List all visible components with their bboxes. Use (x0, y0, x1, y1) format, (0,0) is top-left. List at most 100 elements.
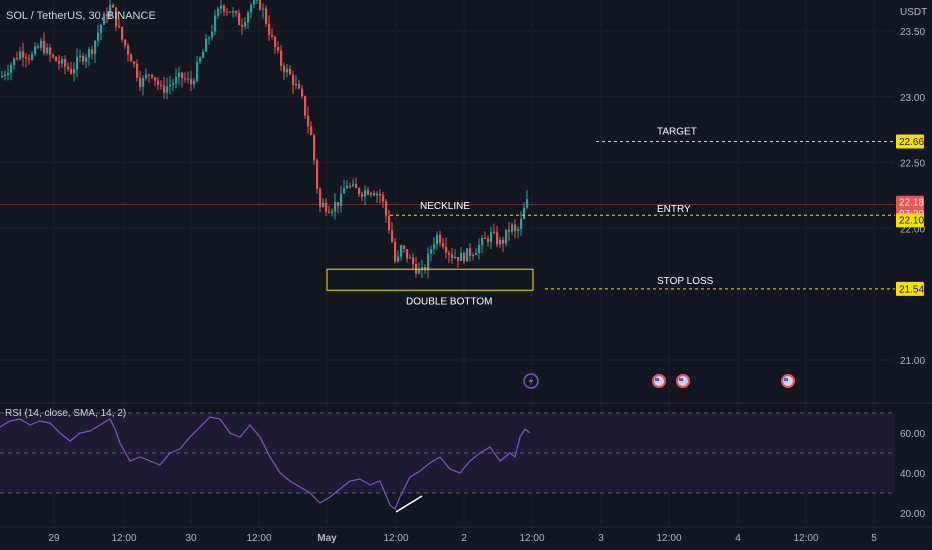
candle-body (61, 59, 64, 64)
candle-body (175, 76, 178, 84)
candle-body (67, 66, 70, 70)
candle-body (40, 40, 43, 48)
candle-body (205, 38, 208, 52)
lightning-event-icon[interactable] (523, 373, 539, 389)
rsi-legend[interactable]: RSI (14, close, SMA, 14, 2) (5, 408, 126, 419)
us-flag-event-icon[interactable] (781, 374, 795, 388)
candle-body (73, 69, 76, 74)
candle-body (277, 47, 280, 51)
stop-loss-price-badge: 21.54 (896, 281, 924, 296)
candle-body (493, 231, 496, 233)
candle-body (34, 46, 37, 54)
divergence-trendline[interactable] (395, 495, 423, 513)
candle-body (403, 245, 406, 250)
candle-body (478, 245, 481, 253)
candle-body (31, 53, 34, 60)
candle-body (352, 184, 355, 187)
candle-body (436, 234, 439, 245)
svg-text:22.10: 22.10 (899, 216, 924, 227)
time-tick-11: 12:00 (793, 533, 818, 544)
candle-body (184, 78, 187, 80)
candle-body (499, 239, 502, 245)
candle-body (115, 7, 118, 27)
candle-body (400, 245, 403, 257)
candle-body (523, 207, 526, 219)
candle-body (94, 40, 97, 54)
candle-body (343, 188, 346, 194)
time-tick-1: 12:00 (111, 533, 136, 544)
time-tick-0: 29 (48, 533, 60, 544)
candle-body (514, 224, 517, 231)
time-tick-3: 12:00 (246, 533, 271, 544)
us-flag-event-icon[interactable] (676, 374, 690, 388)
price-tick-1: 23.00 (900, 93, 925, 104)
candle-body (226, 11, 229, 13)
candle-body (190, 78, 193, 85)
candle-body (133, 61, 136, 64)
candle-body (265, 8, 268, 24)
candle-body (454, 257, 457, 259)
candle-body (181, 72, 184, 79)
candle-body (229, 11, 232, 13)
price-tick-2: 22.50 (900, 159, 925, 170)
candle-body (289, 68, 292, 75)
candle-body (193, 81, 196, 85)
candle-body (448, 252, 451, 255)
candle-body (139, 77, 142, 87)
candle-body (118, 26, 121, 28)
time-axis[interactable]: 29 12:00 30 12:00 May 12:00 2 12:00 3 12:00 4 12:00… (48, 533, 877, 544)
candle-body (442, 242, 445, 247)
time-tick-7: 12:00 (519, 533, 544, 544)
candle-body (91, 49, 94, 54)
rsi-line (0, 416, 531, 510)
candle-body (97, 32, 100, 41)
candle-body (283, 65, 286, 73)
candle-body (457, 257, 460, 261)
candle-body (397, 256, 400, 262)
candle-body (262, 8, 265, 10)
us-flag-event-icon[interactable] (652, 374, 666, 388)
candle-body (520, 218, 523, 229)
candle-body (379, 193, 382, 196)
candle-body (355, 184, 358, 189)
candle-body (22, 51, 25, 58)
double-bottom-box[interactable] (326, 268, 534, 291)
candle-body (469, 248, 472, 256)
candle-body (160, 85, 163, 87)
candle-body (196, 62, 199, 82)
candle-body (217, 8, 220, 16)
candle-body (172, 83, 175, 85)
candle-body (232, 11, 235, 13)
candle-body (388, 215, 391, 230)
stop-loss-label: STOP LOSS (657, 276, 714, 287)
candle-body (361, 194, 364, 197)
candle-body (295, 83, 298, 86)
svg-text:22.66: 22.66 (899, 137, 924, 148)
time-tick-12: 5 (871, 533, 877, 544)
candle-body (430, 249, 433, 254)
candle-body (337, 202, 340, 206)
candle-body (19, 51, 22, 60)
candle-body (13, 58, 16, 65)
candle-body (142, 78, 145, 87)
symbol-title[interactable]: SOL / TetherUS, 30, BINANCE (6, 10, 156, 22)
candle-body (340, 193, 343, 206)
price-tick-3: 22.00 (900, 224, 925, 235)
rsi-band-lines (0, 412, 895, 494)
candle-body (358, 188, 361, 195)
candle-body (511, 224, 514, 232)
candle-body (82, 55, 85, 62)
svg-text:21.54: 21.54 (899, 284, 924, 295)
candle-body (373, 193, 376, 196)
price-axis[interactable]: 23.50 23.00 22.50 22.00 21.00 (900, 27, 925, 367)
candle-body (214, 15, 217, 32)
rsi-axis: 60.00 40.00 20.00 (900, 429, 925, 520)
candle-body (85, 57, 88, 62)
candle-body (487, 238, 490, 243)
candle-body (304, 96, 307, 116)
candle-body (364, 190, 367, 197)
candle-body (463, 252, 466, 262)
candle-body (427, 253, 430, 271)
time-tick-8: 3 (598, 533, 604, 544)
